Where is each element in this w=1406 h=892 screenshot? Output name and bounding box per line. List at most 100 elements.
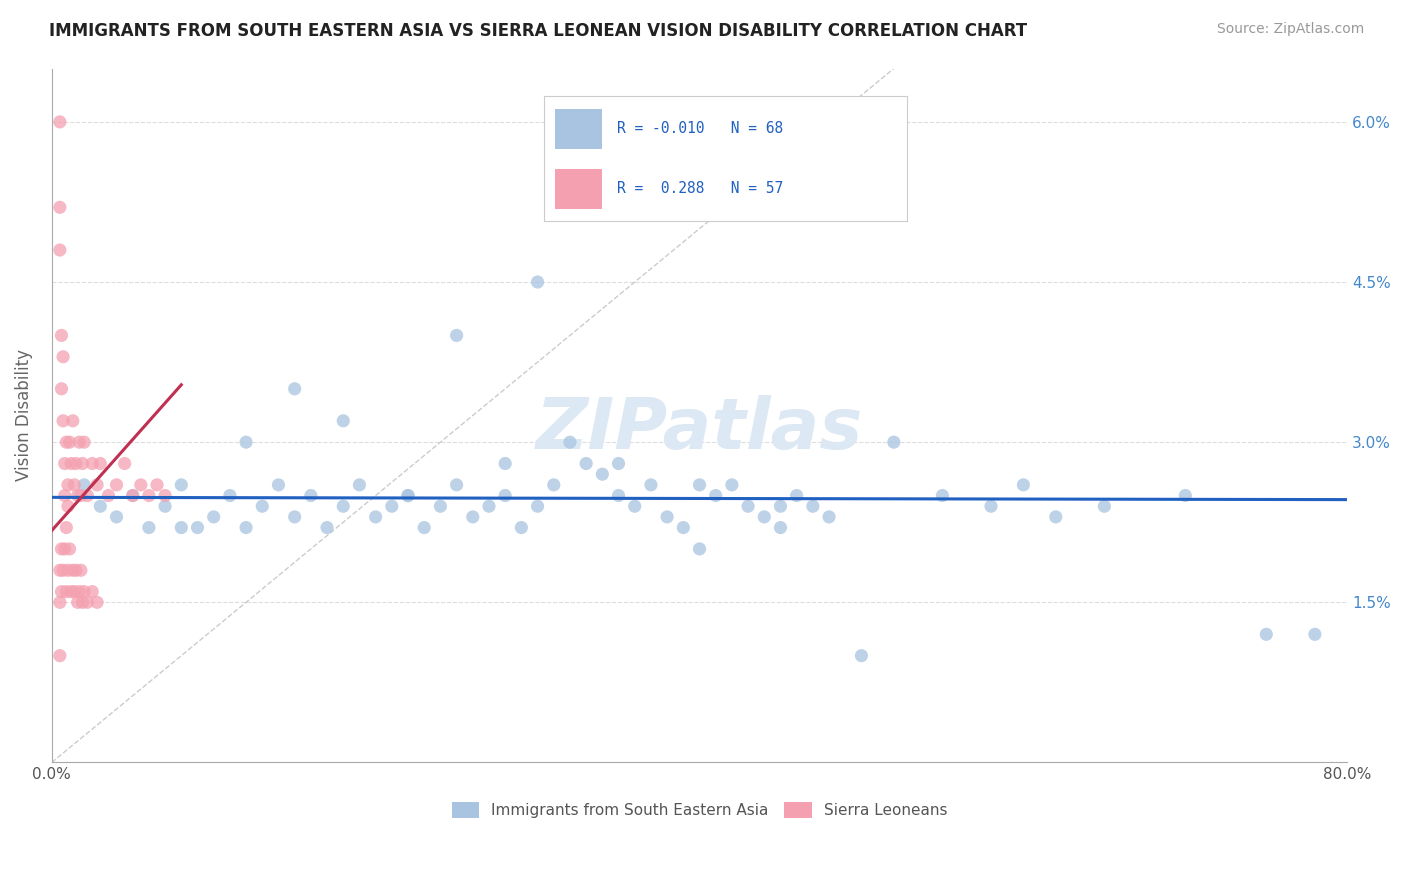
Point: [49, 648, 72, 663]
Point: [60, 584, 83, 599]
Text: ZIPatlas: ZIPatlas: [536, 395, 863, 464]
Point: [67, 584, 90, 599]
Point: [60, 457, 83, 471]
Point: [980, 500, 1002, 514]
Point: [72, 595, 94, 609]
Point: [89, 500, 111, 514]
Point: [56, 563, 79, 577]
Point: [510, 520, 533, 534]
Point: [235, 520, 257, 534]
Point: [62, 414, 84, 428]
Point: [89, 457, 111, 471]
Point: [53, 489, 76, 503]
Point: [58, 435, 80, 450]
Point: [63, 478, 86, 492]
Point: [558, 435, 581, 450]
Point: [818, 509, 841, 524]
Point: [252, 500, 274, 514]
Point: [72, 457, 94, 471]
Point: [801, 500, 824, 514]
Point: [170, 478, 193, 492]
Point: [396, 489, 419, 503]
Point: [1303, 627, 1326, 641]
Point: [607, 457, 630, 471]
Point: [186, 520, 208, 534]
Point: [704, 489, 727, 503]
Point: [49, 200, 72, 214]
Point: [429, 500, 451, 514]
Point: [97, 489, 120, 503]
Point: [105, 509, 128, 524]
Point: [76, 489, 98, 503]
Point: [73, 435, 96, 450]
Point: [478, 500, 501, 514]
Point: [53, 457, 76, 471]
Point: [446, 478, 468, 492]
Point: [55, 584, 77, 599]
Point: [526, 275, 548, 289]
Point: [58, 541, 80, 556]
Point: [51, 541, 73, 556]
Point: [446, 328, 468, 343]
Point: [53, 541, 76, 556]
Point: [67, 435, 90, 450]
Point: [76, 595, 98, 609]
Text: Source: ZipAtlas.com: Source: ZipAtlas.com: [1216, 22, 1364, 37]
Point: [138, 489, 160, 503]
Point: [49, 115, 72, 129]
Point: [49, 563, 72, 577]
Point: [786, 489, 808, 503]
Point: [316, 520, 339, 534]
Point: [153, 489, 176, 503]
Point: [49, 595, 72, 609]
Point: [121, 489, 143, 503]
Point: [52, 414, 75, 428]
Point: [49, 243, 72, 257]
Point: [349, 478, 371, 492]
Point: [883, 435, 905, 450]
Point: [114, 457, 136, 471]
Point: [575, 457, 598, 471]
Point: [623, 500, 645, 514]
Point: [56, 478, 79, 492]
Point: [138, 520, 160, 534]
Point: [284, 509, 307, 524]
Point: [689, 478, 711, 492]
Point: [267, 478, 290, 492]
Point: [754, 509, 776, 524]
Text: IMMIGRANTS FROM SOUTH EASTERN ASIA VS SIERRA LEONEAN VISION DISABILITY CORRELATI: IMMIGRANTS FROM SOUTH EASTERN ASIA VS SI…: [49, 22, 1028, 40]
Point: [1092, 500, 1115, 514]
Point: [70, 563, 93, 577]
Point: [851, 648, 873, 663]
Point: [73, 478, 96, 492]
Point: [129, 478, 152, 492]
Point: [70, 489, 93, 503]
Point: [672, 520, 695, 534]
Point: [51, 328, 73, 343]
Point: [640, 478, 662, 492]
Point: [55, 435, 77, 450]
Point: [82, 584, 104, 599]
Point: [494, 457, 516, 471]
Point: [66, 489, 89, 503]
Point: [1012, 478, 1035, 492]
Point: [146, 478, 169, 492]
Point: [65, 457, 87, 471]
Point: [543, 478, 565, 492]
Point: [63, 584, 86, 599]
Point: [73, 584, 96, 599]
Point: [332, 414, 354, 428]
Point: [121, 489, 143, 503]
Point: [364, 509, 387, 524]
Point: [689, 541, 711, 556]
Point: [105, 478, 128, 492]
Point: [65, 563, 87, 577]
Point: [526, 500, 548, 514]
Point: [82, 457, 104, 471]
Point: [332, 500, 354, 514]
Point: [86, 478, 108, 492]
Point: [284, 382, 307, 396]
Point: [299, 489, 322, 503]
Point: [769, 500, 792, 514]
Point: [170, 520, 193, 534]
